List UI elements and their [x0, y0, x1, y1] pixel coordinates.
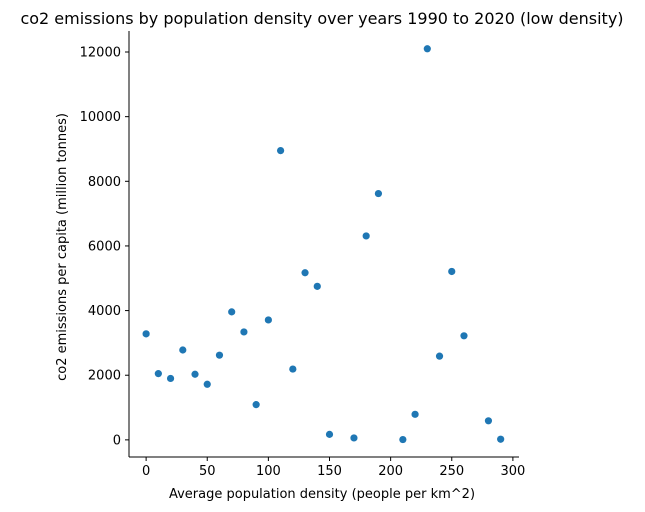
data-point	[215, 351, 224, 359]
y-axis-label: co2 emissions per capita (million tonnes…	[55, 113, 70, 381]
data-point	[423, 45, 431, 53]
y-tick-label: 4000	[88, 304, 121, 319]
x-tick-label: 100	[256, 464, 281, 479]
data-point	[497, 435, 505, 443]
data-point	[289, 365, 297, 373]
y-axis-ticks: 0 2000 4000 6000 8000 10000 12000	[80, 46, 129, 448]
data-point	[411, 410, 419, 418]
data-point	[484, 417, 493, 425]
chart-title: co2 emissions by population density over…	[20, 9, 623, 28]
data-point	[228, 308, 236, 316]
x-tick-label: 0	[142, 464, 150, 479]
data-point	[276, 146, 285, 155]
data-points	[142, 45, 505, 444]
data-point	[264, 316, 272, 324]
data-point	[203, 380, 211, 388]
x-tick-label: 150	[317, 464, 342, 479]
data-point	[435, 352, 444, 360]
x-axis-label: Average population density (people per k…	[169, 487, 475, 502]
data-point	[301, 269, 309, 277]
x-tick-label: 200	[378, 464, 403, 479]
y-tick-label: 6000	[88, 239, 121, 254]
y-tick-label: 2000	[88, 369, 121, 384]
y-tick-label: 8000	[88, 175, 121, 190]
x-tick-label: 300	[500, 464, 525, 479]
x-tick-label: 250	[439, 464, 464, 479]
data-point	[399, 435, 407, 444]
data-point	[313, 282, 321, 290]
y-tick-label: 12000	[80, 46, 121, 61]
data-point	[448, 267, 456, 276]
data-point	[166, 374, 175, 383]
x-tick-label: 50	[199, 464, 216, 479]
plot-area: 0 50 100 150 200 250 300 0 2000 4000 6000 8000 1000…	[80, 31, 525, 479]
data-point	[374, 189, 383, 198]
y-tick-label: 0	[113, 433, 121, 448]
data-point	[240, 328, 248, 336]
x-axis-ticks: 0 50 100 150 200 250 300	[142, 457, 525, 479]
data-point	[460, 332, 468, 340]
data-point	[325, 430, 334, 438]
data-point	[191, 370, 199, 378]
data-point	[154, 370, 162, 378]
data-point	[252, 401, 260, 409]
data-point	[179, 346, 187, 354]
data-point	[362, 232, 370, 240]
data-point	[142, 330, 150, 338]
data-point	[350, 434, 358, 442]
y-tick-label: 10000	[80, 110, 121, 125]
